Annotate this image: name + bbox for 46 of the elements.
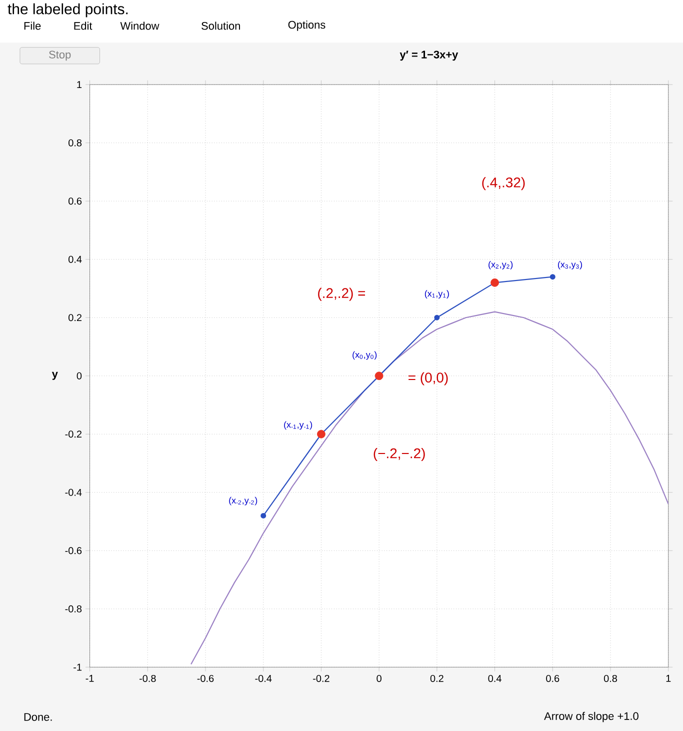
- annotation: (.2,.2) =: [318, 288, 365, 301]
- x-tick-label: -0.4: [255, 674, 272, 682]
- annotation: (x$_{3}$,y$_{3}$): [558, 260, 582, 270]
- point: [434, 314, 440, 320]
- annotation: (x$_{2}$,y$_{2}$): [488, 260, 512, 270]
- text: Window: [120, 22, 160, 30]
- x-tick-label: -0.6: [197, 674, 214, 682]
- text: Edit: [74, 22, 92, 30]
- y-tick-label: -0.6: [65, 547, 82, 554]
- annotation: (x$_{-2}$,y$_{-2}$): [228, 496, 257, 506]
- y-tick-label: 0.6: [68, 198, 82, 205]
- y-tick-label: 1: [77, 81, 82, 88]
- y-axis-title: y: [52, 372, 58, 380]
- y-tick-label: -0.2: [65, 430, 82, 438]
- text: Solution: [201, 22, 240, 30]
- x-tick-label: 0.4: [488, 674, 502, 682]
- x-tick-label: 1: [666, 674, 670, 682]
- y-tick-label: 0.2: [68, 314, 82, 322]
- annotation: (.4,.32): [482, 177, 525, 190]
- x-tick-label: -1: [86, 674, 94, 682]
- x-tick-label: 0.6: [546, 674, 559, 682]
- y-tick-label: -0.8: [65, 605, 82, 612]
- text: Arrow of slope +1.0: [544, 712, 638, 722]
- annotation: = (0,0): [408, 372, 448, 386]
- x-tick-label: 0.8: [604, 674, 617, 682]
- point: [260, 512, 266, 518]
- y-tick-label: 0: [76, 372, 82, 380]
- y-tick-label: 0.4: [68, 256, 82, 263]
- annotation: (x$_{-1}$,y$_{-1}$): [284, 421, 312, 430]
- x-tick-label: -0.2: [312, 674, 330, 682]
- x-tick-label: -0.8: [139, 674, 156, 682]
- y-tick-label: 0.8: [68, 139, 82, 146]
- annotation: (x$_{1}$,y$_{1}$): [424, 290, 449, 298]
- x-tick-label: 0.2: [430, 674, 444, 682]
- y-tick-label: -1: [73, 664, 82, 671]
- annotation: (−.2,−.2): [374, 448, 425, 462]
- text: Options: [288, 20, 326, 31]
- text: the labeled points.: [8, 3, 128, 18]
- point: [550, 274, 556, 280]
- text: Stop: [48, 50, 71, 61]
- y-tick-label: -0.4: [65, 488, 82, 496]
- annotation: (x$_{0}$,y$_{0}$): [352, 351, 376, 360]
- chart-title: y′ = 1−3x+y: [400, 50, 458, 61]
- x-tick-label: 0: [376, 674, 382, 682]
- text: File: [24, 22, 41, 30]
- text: Done.: [24, 713, 52, 721]
